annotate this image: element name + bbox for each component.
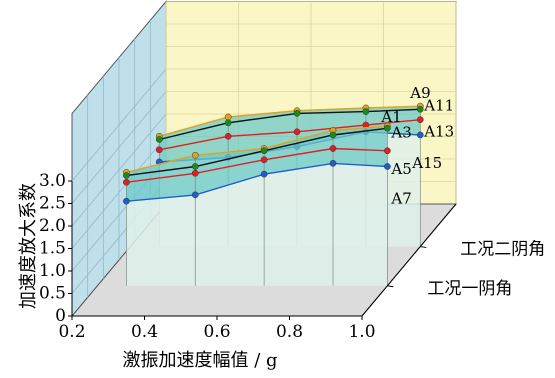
series-point-A7 [384, 163, 391, 170]
series-point-A1 [191, 151, 199, 159]
series-point-A9 [224, 113, 232, 121]
series-label-A1: A1 [380, 108, 401, 126]
group-label: 工况二阴角 [460, 240, 545, 260]
x-axis-label: 激振加速度幅值 / g [122, 350, 277, 371]
series-label-A13: A13 [423, 123, 454, 141]
series-label-A5: A5 [390, 160, 411, 178]
series-point-A5 [384, 147, 391, 155]
series-point-A15 [416, 131, 424, 139]
series-point-A13 [293, 128, 301, 136]
series-point-A5 [123, 178, 130, 186]
y-tick-label: 1.5 [39, 239, 66, 259]
series-point-A11 [362, 108, 370, 115]
series-point-A11 [416, 105, 424, 113]
series-point-A7 [260, 170, 268, 178]
series-point-A3 [123, 172, 130, 179]
x-tick-label: 0.4 [131, 322, 158, 342]
series-point-A11 [155, 136, 163, 143]
group-label: 工况一阴角 [427, 279, 512, 299]
series-point-A13 [224, 132, 232, 140]
series-point-A3 [260, 147, 268, 155]
x-tick-label: 1.0 [348, 322, 375, 342]
series-label-A15: A15 [411, 154, 442, 172]
series-label-A7: A7 [390, 190, 411, 208]
series-point-A5 [260, 156, 268, 164]
y-axis-label: 加速度放大系数 [18, 183, 39, 309]
y-tick-label: 2.0 [39, 216, 66, 236]
series-point-A3 [384, 124, 391, 132]
group-band [159, 106, 421, 162]
x-tick-label: 0.8 [276, 322, 303, 342]
depth-axis-line [361, 203, 457, 317]
axes: 0.2 0.4 0.6 0.8 1.000.51.01.52.02.53.0 [39, 171, 457, 342]
depth-tick [387, 285, 394, 288]
series-point-A13 [416, 116, 424, 124]
x-tick-label: 0.2 [58, 322, 85, 342]
series-point-A3 [329, 131, 337, 139]
series-point-A7 [191, 191, 199, 199]
y-tick-label: 2.5 [39, 194, 66, 214]
series-point-A7 [329, 160, 337, 167]
group-band [126, 126, 388, 202]
series-point-A5 [329, 145, 337, 152]
series-point-A5 [191, 169, 199, 177]
series-label-A3: A3 [390, 123, 411, 141]
series-point-A7 [123, 197, 130, 205]
y-tick-label: 1.0 [39, 261, 66, 281]
group-curtain [126, 163, 388, 286]
y-tick-label: 3.0 [39, 171, 66, 191]
series-point-A11 [293, 110, 301, 117]
series-label-A9: A9 [409, 84, 430, 102]
x-tick-label: 0.6 [203, 322, 230, 342]
y-tick-label: 0.5 [39, 284, 66, 304]
series-point-A13 [155, 146, 163, 154]
depth-tick [420, 246, 427, 249]
series-point-A11 [224, 119, 232, 127]
series-point-A3 [191, 163, 199, 170]
y-tick-label: 0 [55, 306, 66, 326]
series-label-A11: A11 [423, 96, 454, 114]
